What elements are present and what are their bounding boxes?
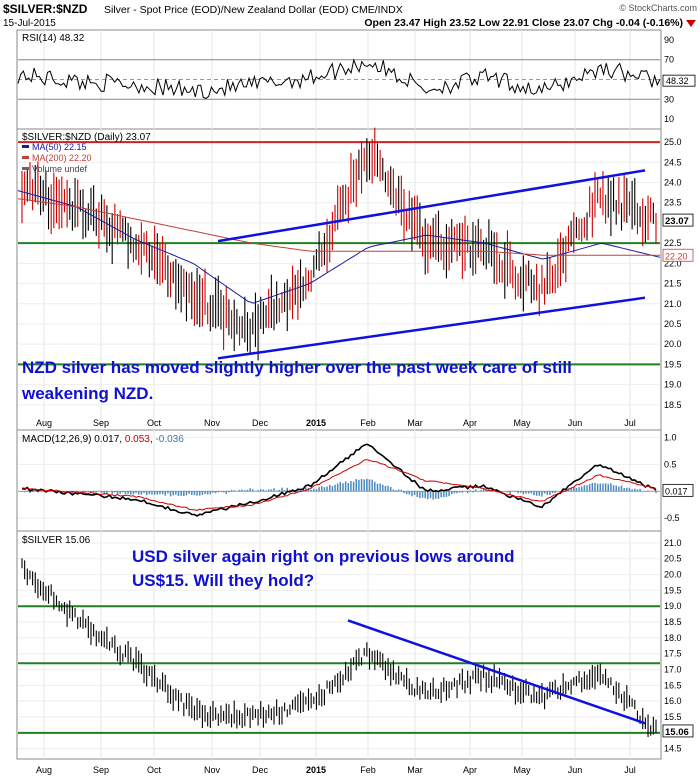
usd-tick-label: 15.5: [664, 712, 682, 722]
ma200-line: [17, 198, 660, 256]
channel-lower-line: [217, 296, 646, 360]
rsi-tick-label: 90: [664, 35, 674, 45]
price-tick-label: 20.5: [664, 319, 682, 329]
svg-text:MACD(12,26,9) 0.017, 0.053, -0: MACD(12,26,9) 0.017, 0.053, -0.036: [22, 434, 184, 445]
ma50-line: [17, 190, 661, 304]
x-tick-label: Dec: [252, 765, 269, 775]
macd-line: [21, 443, 657, 517]
legend-volume: Volume undef: [32, 164, 88, 174]
annotation-nzd-line2: weakening NZD.: [21, 384, 153, 403]
x-tick-label: Apr: [463, 765, 477, 775]
x-tick-label: Oct: [147, 418, 162, 428]
price-tick-label: 23.5: [664, 198, 682, 208]
x-tick-label: Nov: [204, 418, 221, 428]
price-tick-label: 21.0: [664, 299, 682, 309]
rsi-tick-label: 10: [664, 114, 674, 124]
x-tick-label: Feb: [360, 418, 376, 428]
ma200-last-value: 22.20: [665, 251, 688, 261]
x-tick-label: 2015: [306, 418, 326, 428]
rsi-last-value: 48.32: [666, 76, 689, 86]
usd-tick-label: 16.5: [664, 680, 682, 690]
usd-tick-label: 18.0: [664, 633, 682, 643]
x-tick-label: 2015: [306, 765, 326, 775]
price-tick-label: 22.5: [664, 238, 682, 248]
chart-title: $SILVER:$NZD: [3, 2, 88, 16]
usd-tick-label: 14.5: [664, 744, 682, 754]
price-tick-label: 19.5: [664, 359, 682, 369]
usd-tick-label: 16.0: [664, 696, 682, 706]
x-tick-label: Nov: [204, 765, 221, 775]
price-tick-label: 20.0: [664, 339, 682, 349]
silver-usd-panel: [16, 530, 662, 760]
price-tick-label: 24.0: [664, 178, 682, 188]
usd-tick-label: 20.0: [664, 570, 682, 580]
x-tick-label: Apr: [463, 418, 477, 428]
x-tick-label: Mar: [407, 765, 423, 775]
x-tick-label: May: [513, 418, 531, 428]
price-last-value: 23.07: [665, 216, 689, 227]
usd-last-box: [662, 724, 694, 738]
x-tick-label: Dec: [252, 418, 269, 428]
usd-tick-label: 19.5: [664, 585, 682, 595]
macd-last-value: 0.017: [665, 486, 688, 496]
x-tick-label: Jul: [624, 765, 636, 775]
macd-tick-label: -0.5: [664, 513, 680, 523]
price-tick-label: 24.5: [664, 157, 682, 167]
x-tick-label: Feb: [360, 765, 376, 775]
down-arrow-icon: [686, 20, 696, 27]
rsi-last-box: [662, 74, 696, 87]
macd-tick-label: 1.0: [664, 432, 677, 442]
usd-last-value: 15.06: [665, 727, 689, 738]
price-tick-label: 22.0: [664, 258, 682, 268]
usd-tick-label: 20.5: [664, 554, 682, 564]
legend-ma50: MA(50) 22.15: [32, 142, 87, 152]
usd-downtrend-line: [347, 619, 646, 725]
x-tick-label: Oct: [147, 765, 162, 775]
x-tick-label: Jun: [568, 418, 583, 428]
x-tick-label: Mar: [407, 418, 423, 428]
annotation-usd-line2: US$15. Will they hold?: [132, 571, 314, 590]
chart-date: 15-Jul-2015: [3, 18, 56, 29]
annotation-usd-line1: USD silver again right on previous lows …: [132, 547, 515, 566]
macd-last-box: [662, 483, 694, 497]
quote-line: Open 23.47 High 23.52 Low 22.91 Close 23…: [364, 17, 683, 29]
price-last-box: [662, 213, 694, 227]
macd-tick-label: 0.5: [664, 459, 677, 469]
price-tick-label: 18.5: [664, 400, 682, 410]
price-legend: MA(50) 22.15 MA(200) 22.20 Volume undef: [22, 142, 92, 174]
usd-tick-label: 18.5: [664, 617, 682, 627]
rsi-tick-label: 30: [664, 94, 674, 104]
silver-usd-label: $SILVER 15.06: [22, 535, 91, 546]
channel-upper-line: [217, 169, 646, 243]
macd-label: MACD(12,26,9) 0.017, 0.053, -0.036: [22, 434, 184, 445]
macd-signal-line: [21, 459, 657, 512]
legend-ma200: MA(200) 22.20: [32, 153, 92, 163]
x-tick-label: Jul: [624, 418, 636, 428]
price-tick-label: 21.5: [664, 279, 682, 289]
ma200-last-box: [662, 248, 694, 262]
price-tick-label: 25.0: [664, 137, 682, 147]
annotation-nzd-line1: NZD silver has moved slightly higher ove…: [22, 358, 572, 377]
rsi-line: [17, 58, 661, 99]
usd-tick-label: 17.5: [664, 649, 682, 659]
x-tick-label: Sep: [93, 765, 109, 775]
price-label: $SILVER:$NZD (Daily) 23.07: [22, 132, 151, 143]
x-tick-label: May: [513, 765, 531, 775]
x-tick-label: Aug: [36, 418, 52, 428]
usd-tick-label: 19.0: [664, 601, 682, 611]
chart-subtitle: Silver - Spot Price (EOD)/New Zealand Do…: [104, 4, 403, 16]
x-tick-label: Sep: [93, 418, 109, 428]
brand-logo: © StockCharts.com: [619, 3, 697, 13]
x-tick-label: Aug: [36, 765, 52, 775]
usd-tick-label: 17.0: [664, 665, 682, 675]
price-tick-label: 19.0: [664, 380, 682, 390]
rsi-label: RSI(14) 48.32: [22, 33, 85, 44]
rsi-tick-label: 70: [664, 55, 674, 65]
usd-tick-label: 21.0: [664, 538, 682, 548]
x-tick-label: Jun: [568, 765, 583, 775]
